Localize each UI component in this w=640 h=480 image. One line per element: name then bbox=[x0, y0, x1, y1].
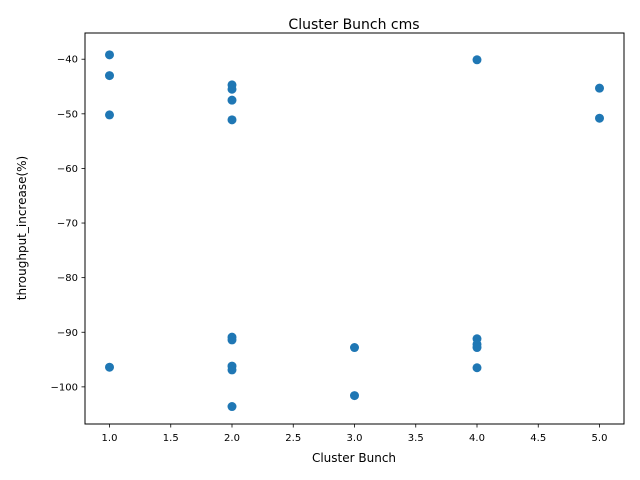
y-tick-label: −100 bbox=[51, 382, 78, 393]
x-tick-label: 5.0 bbox=[592, 433, 608, 444]
chart-title: Cluster Bunch cms bbox=[288, 17, 419, 33]
y-tick-label: −90 bbox=[57, 328, 78, 339]
scatter-point bbox=[105, 110, 114, 120]
scatter-point bbox=[227, 84, 237, 94]
scatter-point bbox=[350, 391, 359, 401]
x-tick-label: 4.0 bbox=[469, 433, 485, 444]
x-tick-label: 2.5 bbox=[285, 433, 301, 444]
scatter-point bbox=[227, 365, 237, 375]
y-tick-label: −40 bbox=[57, 55, 78, 66]
y-tick-label: −70 bbox=[57, 219, 78, 230]
y-tick-label: −50 bbox=[57, 109, 78, 120]
scatter-point bbox=[595, 83, 604, 93]
x-tick-label: 4.5 bbox=[530, 433, 546, 444]
data-points bbox=[105, 50, 604, 412]
scatter-point bbox=[227, 402, 237, 412]
scatter-point bbox=[105, 50, 114, 60]
scatter-point bbox=[350, 343, 359, 353]
x-tick-label: 1.5 bbox=[163, 433, 179, 444]
y-axis-label: throughput_increase(%) bbox=[15, 156, 29, 300]
y-tick-label: −80 bbox=[57, 273, 78, 284]
scatter-point bbox=[227, 335, 237, 345]
scatter-point bbox=[105, 71, 114, 81]
scatter-point bbox=[227, 115, 237, 125]
scatter-point bbox=[472, 55, 482, 65]
scatter-point bbox=[105, 362, 114, 372]
y-tick-label: −60 bbox=[57, 164, 78, 175]
x-tick-label: 1.0 bbox=[102, 433, 118, 444]
x-tick-label: 3.5 bbox=[408, 433, 424, 444]
plot-area-frame bbox=[84, 32, 625, 425]
x-tick-label: 3.0 bbox=[347, 433, 363, 444]
x-axis-label: Cluster Bunch bbox=[312, 451, 396, 465]
scatter-point bbox=[227, 95, 237, 105]
axis-ticks: 1.0 1.5 2.0 2.5 3.0 3.5 4.0 4.5 5.0 −100 −90 −80 −70… bbox=[51, 55, 608, 444]
scatter-point bbox=[595, 113, 604, 123]
scatter-point bbox=[472, 363, 482, 373]
x-tick-label: 2.0 bbox=[224, 433, 240, 444]
scatter-point bbox=[472, 343, 482, 353]
